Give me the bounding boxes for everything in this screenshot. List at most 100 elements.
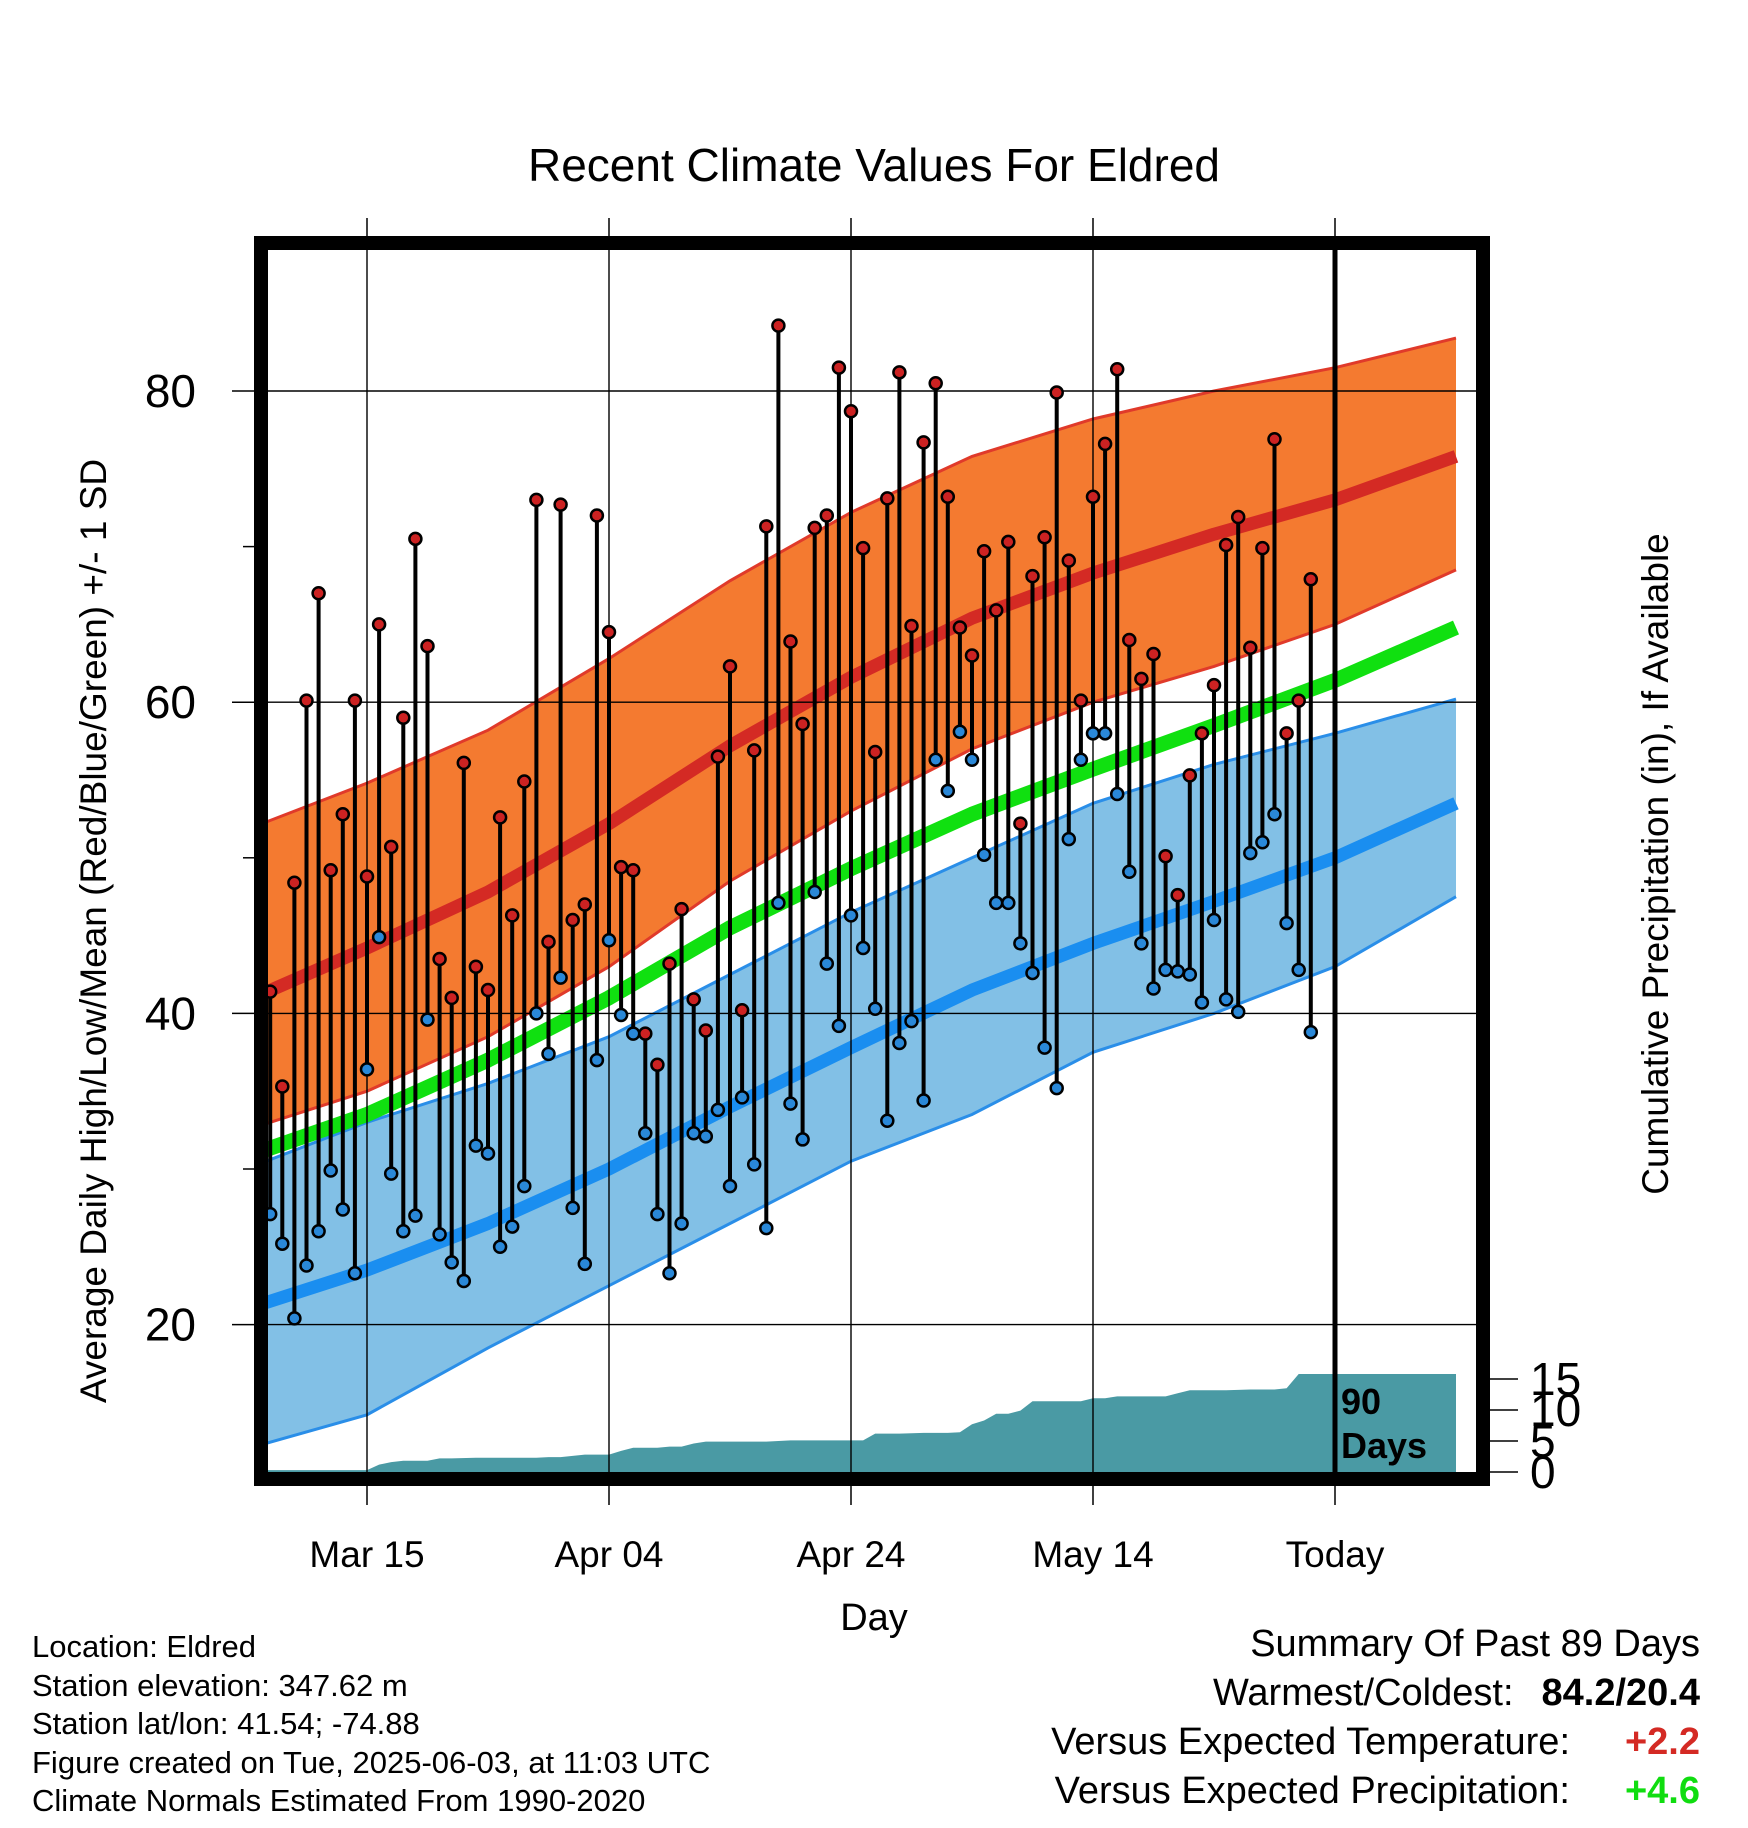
daily-high-point [964,648,980,663]
daily-low-point [432,1227,447,1242]
daily-high-point [710,749,726,764]
daily-low-point [1255,834,1270,850]
daily-low-point [1001,895,1016,911]
x-axis-label: Day [840,1597,908,1639]
daily-high-point [268,984,278,999]
y-tick-label: 80 [145,365,196,417]
daily-high-point [892,365,907,380]
daily-low-point [275,1236,290,1251]
daily-high-point [480,982,496,998]
y2-tick-label: 5 [1530,1415,1556,1467]
daily-low-point [408,1208,423,1223]
daily-high-point [1303,572,1319,587]
normals-text: Climate Normals Estimated From 1990-2020 [32,1783,646,1818]
daily-high-point [1037,530,1052,545]
daily-low-point [686,1125,701,1141]
daily-low-point [1049,1080,1064,1096]
temp-label: Versus Expected Temperature: [1051,1721,1570,1763]
daily-high-point [359,869,375,884]
daily-high-point [1146,646,1161,662]
daily-high-point [1073,693,1089,708]
daily-low-point [1279,915,1294,931]
daily-high-point [1279,726,1294,741]
daily-low-point [577,1256,593,1272]
daily-high-point [1267,431,1282,447]
daily-low-point [795,1132,810,1147]
prcp-departure-value: +4.6 [1624,1770,1700,1812]
daily-high-point [988,603,1004,618]
daily-high-point [444,990,459,1006]
daily-low-point [1109,786,1125,802]
daily-low-point [1146,981,1161,996]
daily-low-point [759,1220,774,1236]
daily-low-point [771,895,786,911]
warm-value: 84.2/20.4 [1541,1672,1700,1714]
daily-high-point [240,802,252,814]
y-axis-label: Average Daily High/Low/Mean (Red/Blue/Gr… [73,459,114,1403]
y2-axis-label: Cumulative Precipitation (in), If Availa… [1635,533,1676,1195]
daily-low-point [287,1311,302,1326]
daily-high-point [1243,640,1258,655]
x-tick-label: Apr 04 [554,1534,663,1575]
daily-low-point [1122,864,1137,880]
daily-high-point [843,403,859,419]
daily-high-point [504,908,520,923]
low-sd-band [268,699,1456,1443]
daily-low-point [553,970,568,985]
daily-low-point [855,940,871,956]
daily-high-point [904,618,919,634]
daily-high-point [1097,436,1113,452]
daily-low-point [323,1163,338,1178]
daily-low-point [1097,726,1113,741]
x-tick-label: May 14 [1032,1534,1153,1575]
daily-low-point [529,1006,544,1021]
daily-low-point [662,1266,677,1281]
daily-high-point [613,859,629,875]
daily-high-point [383,839,399,855]
daily-low-point [1230,1004,1246,1020]
daily-high-point [976,544,992,559]
daily-high-point [1122,632,1137,648]
y-tick-label: 60 [145,676,196,728]
daily-low-point [734,1090,750,1105]
summary-heading: Summary Of Past 89 Days [1250,1623,1700,1665]
today-annotation-text: Days [1341,1425,1427,1466]
daily-low-point [299,1258,314,1273]
daily-low-point [601,933,617,948]
daily-high-point [1182,768,1198,783]
daily-high-point [287,875,302,890]
y-tick-label: 40 [145,987,196,1039]
daily-low-point [1073,752,1089,768]
daily-high-point [759,519,774,534]
daily-low-point [1158,962,1173,978]
daily-high-point [311,586,326,601]
daily-low-point [565,1200,580,1216]
daily-high-point [1230,509,1246,525]
daily-low-point [347,1266,363,1281]
daily-low-point [268,1206,278,1222]
daily-low-point [940,783,956,799]
daily-low-point [819,956,835,971]
daily-low-point [420,1012,435,1027]
daily-high-point [807,520,822,536]
daily-low-point [976,847,992,862]
daily-high-point [1013,816,1028,831]
daily-high-point [347,693,363,708]
x-tick-label: Mar 15 [309,1534,424,1575]
station-info: Location: Eldred Station elevation: 347.… [32,1628,710,1821]
daily-high-point [1134,671,1149,687]
daily-high-point [601,624,617,640]
daily-low-point [638,1125,653,1141]
summary-prcp-row: Versus Expected Precipitation: +4.6 [800,1767,1700,1816]
daily-high-point [456,755,472,771]
daily-high-point [650,1057,665,1072]
daily-low-point [880,1113,895,1129]
daily-low-point [1182,967,1198,982]
daily-low-point [783,1096,798,1111]
daily-high-point [468,959,484,974]
daily-high-point [1025,568,1040,584]
daily-high-point [432,951,447,967]
daily-high-point [553,497,568,512]
daily-low-point [928,752,943,768]
